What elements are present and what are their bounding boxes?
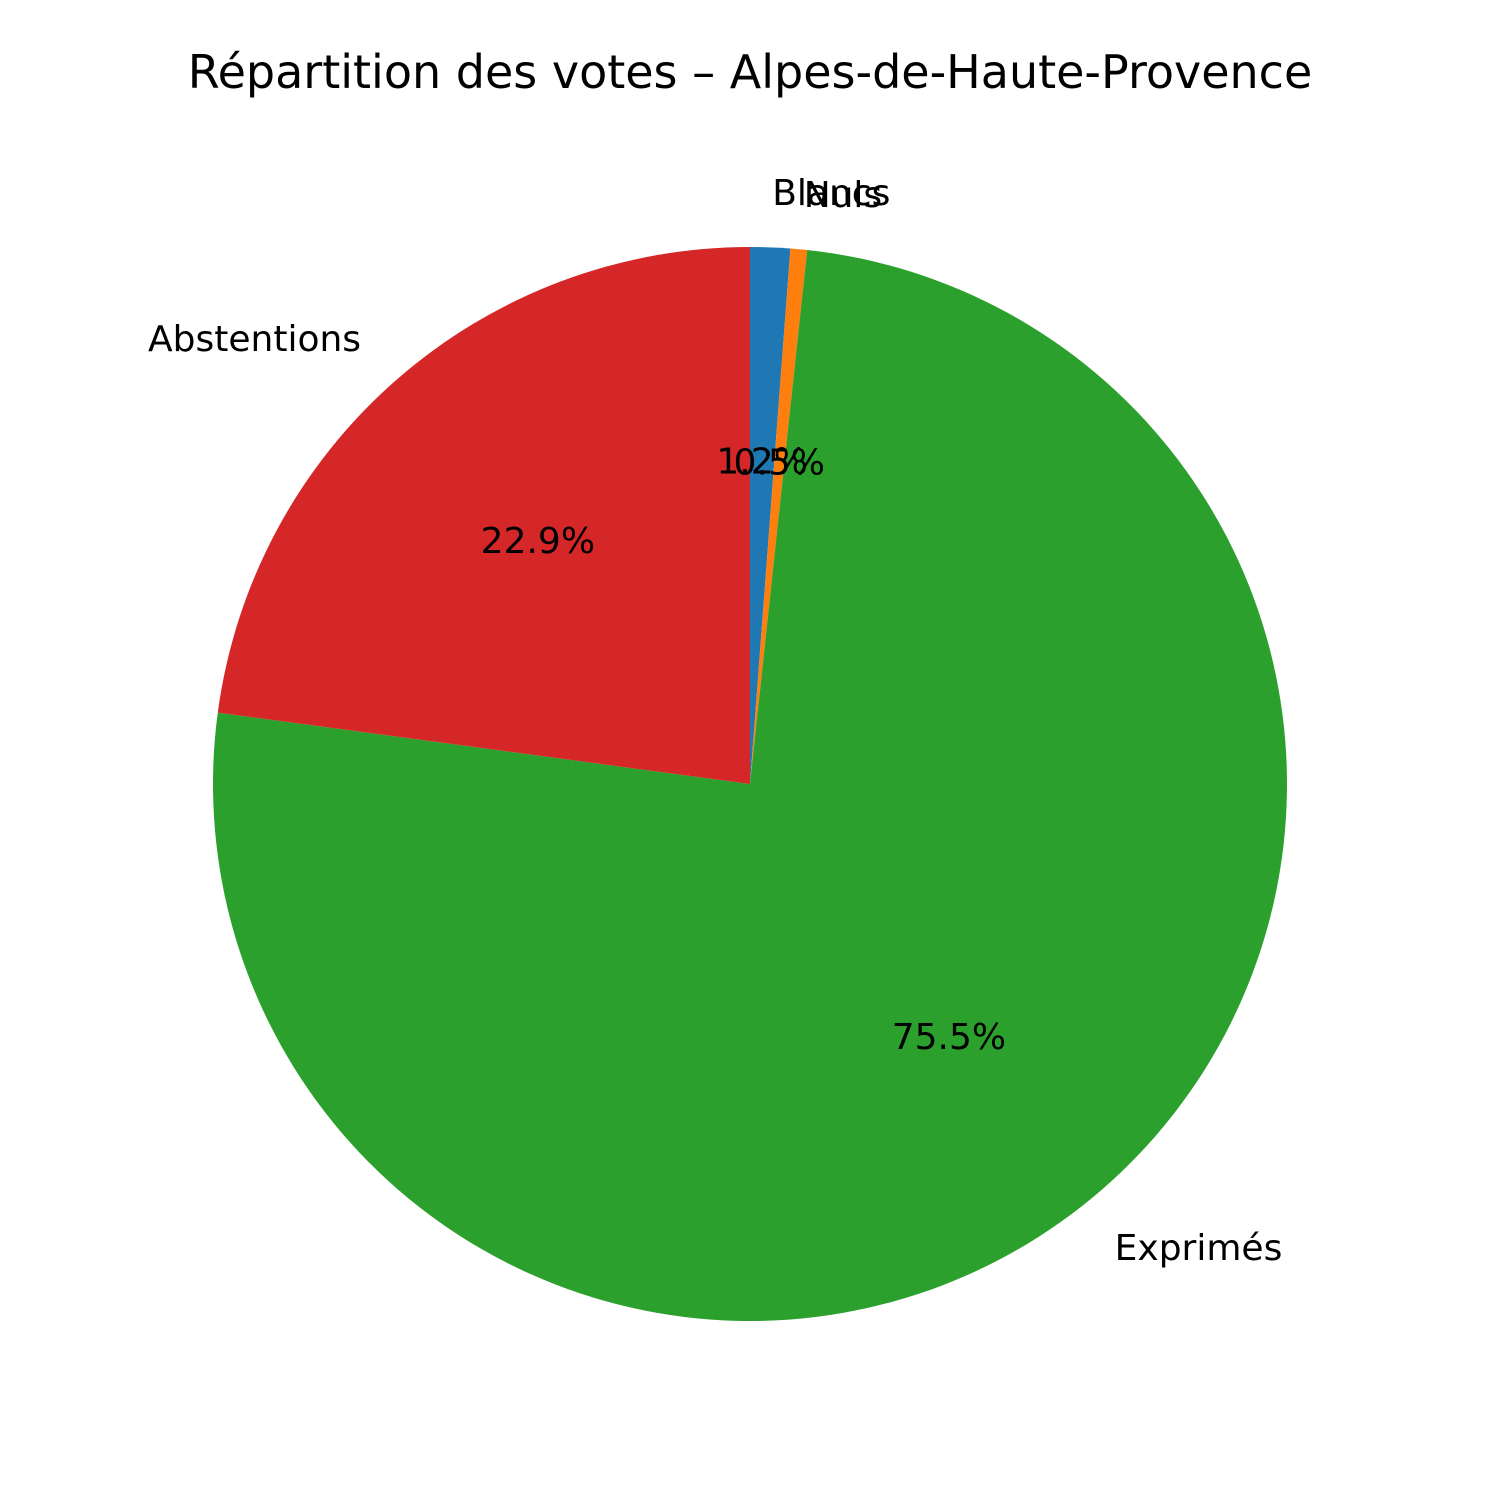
slice-label-exprimes: Exprimés [1115,1228,1283,1269]
pie-slice-nuls [750,248,808,784]
slice-label-nuls: Nuls [804,175,883,216]
slice-pct-blancs: 1.2% [716,442,807,483]
chart-title: Répartition des votes – Alpes-de-Haute-P… [188,45,1313,99]
slice-pct-exprimes: 75.5% [892,1017,1006,1058]
slice-pct-abstentions: 22.9% [481,521,595,562]
slice-pct-nuls: 0.5% [734,443,825,484]
pie-slice-blancs [750,247,791,784]
pie-labels: Blancs 1.2% Nuls 0.5% Exprimés 75.5% Abstentio… [148,173,1282,1269]
slice-label-abstentions: Abstentions [148,319,361,360]
slice-label-blancs: Blancs [772,173,890,214]
pie-slices [212,247,1287,1322]
pie-slice-exprimes [212,250,1287,1322]
pie-slice-abstentions [217,247,751,784]
